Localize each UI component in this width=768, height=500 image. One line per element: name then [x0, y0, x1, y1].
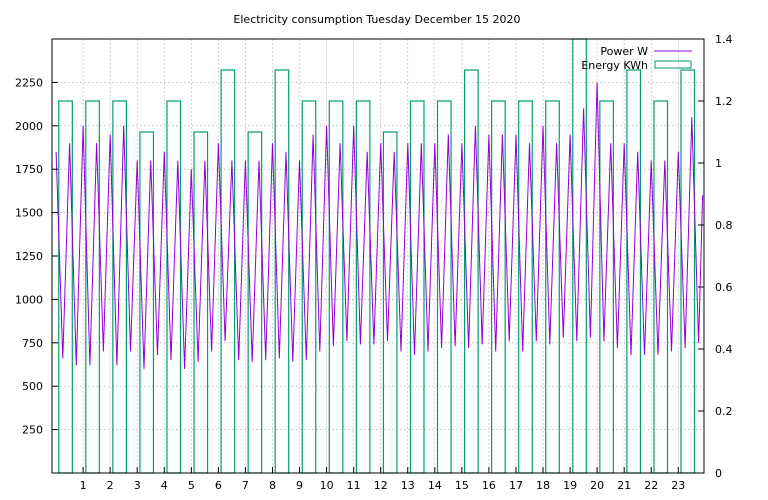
x-tick-label: 4: [161, 479, 168, 492]
x-tick-label: 14: [428, 479, 442, 492]
x-tick-label: 1: [80, 479, 87, 492]
y2-tick-label: 0.4: [715, 343, 733, 356]
y-axis: 250 500 750 1000 1250 1500 1750 2000 2250: [15, 76, 58, 437]
x-tick-label: 20: [590, 479, 604, 492]
x-tick-label: 15: [455, 479, 469, 492]
x-axis: 1 2 3 4 5 6 7 8 9 10 11 12 13 14 15 16 17 18 19 20 21 22 23: [80, 467, 685, 492]
legend-swatch-energy: [654, 60, 692, 69]
x-tick-label: 2: [107, 479, 114, 492]
chart-title: Electricity consumption Tuesday December…: [233, 13, 520, 26]
grid: [52, 39, 704, 473]
x-tick-label: 22: [644, 479, 658, 492]
y-tick-label: 1750: [15, 163, 43, 176]
x-tick-label: 12: [374, 479, 388, 492]
y-tick-label: 500: [22, 380, 43, 393]
y2-tick-label: 1.2: [715, 95, 733, 108]
legend-label-energy: Energy KWh: [581, 59, 648, 72]
y-tick-label: 1000: [15, 293, 43, 306]
legend: Power W Energy KWh: [581, 45, 692, 72]
y-tick-label: 2000: [15, 120, 43, 133]
x-tick-label: 11: [347, 479, 361, 492]
y2-axis: 0 0.2 0.4 0.6 0.8 1 1.2 1.4: [698, 33, 733, 480]
x-tick-label: 8: [269, 479, 276, 492]
y-tick-label: 2250: [15, 76, 43, 89]
power-line: [55, 82, 704, 369]
y2-tick-label: 1.4: [715, 33, 733, 46]
power-series-line: [55, 82, 704, 369]
y2-tick-label: 0.2: [715, 405, 733, 418]
x-tick-label: 3: [134, 479, 141, 492]
x-tick-label: 5: [188, 479, 195, 492]
legend-label-power: Power W: [600, 45, 648, 58]
x-tick-label: 17: [509, 479, 523, 492]
x-tick-label: 23: [671, 479, 685, 492]
y-tick-label: 750: [22, 337, 43, 350]
x-tick-label: 13: [401, 479, 415, 492]
plot-frame: [51, 38, 705, 474]
y2-tick-label: 0.8: [715, 219, 733, 232]
x-tick-label: 16: [482, 479, 496, 492]
y-tick-label: 1500: [15, 207, 43, 220]
x-tick-label: 9: [296, 479, 303, 492]
y2-tick-label: 0: [715, 467, 722, 480]
y2-tick-label: 1: [715, 157, 722, 170]
x-tick-label: 10: [320, 479, 334, 492]
x-tick-label: 21: [617, 479, 631, 492]
y-tick-label: 250: [22, 424, 43, 437]
x-tick-label: 18: [536, 479, 550, 492]
x-tick-label: 19: [563, 479, 577, 492]
y2-tick-label: 0.6: [715, 281, 733, 294]
x-tick-label: 6: [215, 479, 222, 492]
y-tick-label: 1250: [15, 250, 43, 263]
x-tick-label: 7: [242, 479, 249, 492]
